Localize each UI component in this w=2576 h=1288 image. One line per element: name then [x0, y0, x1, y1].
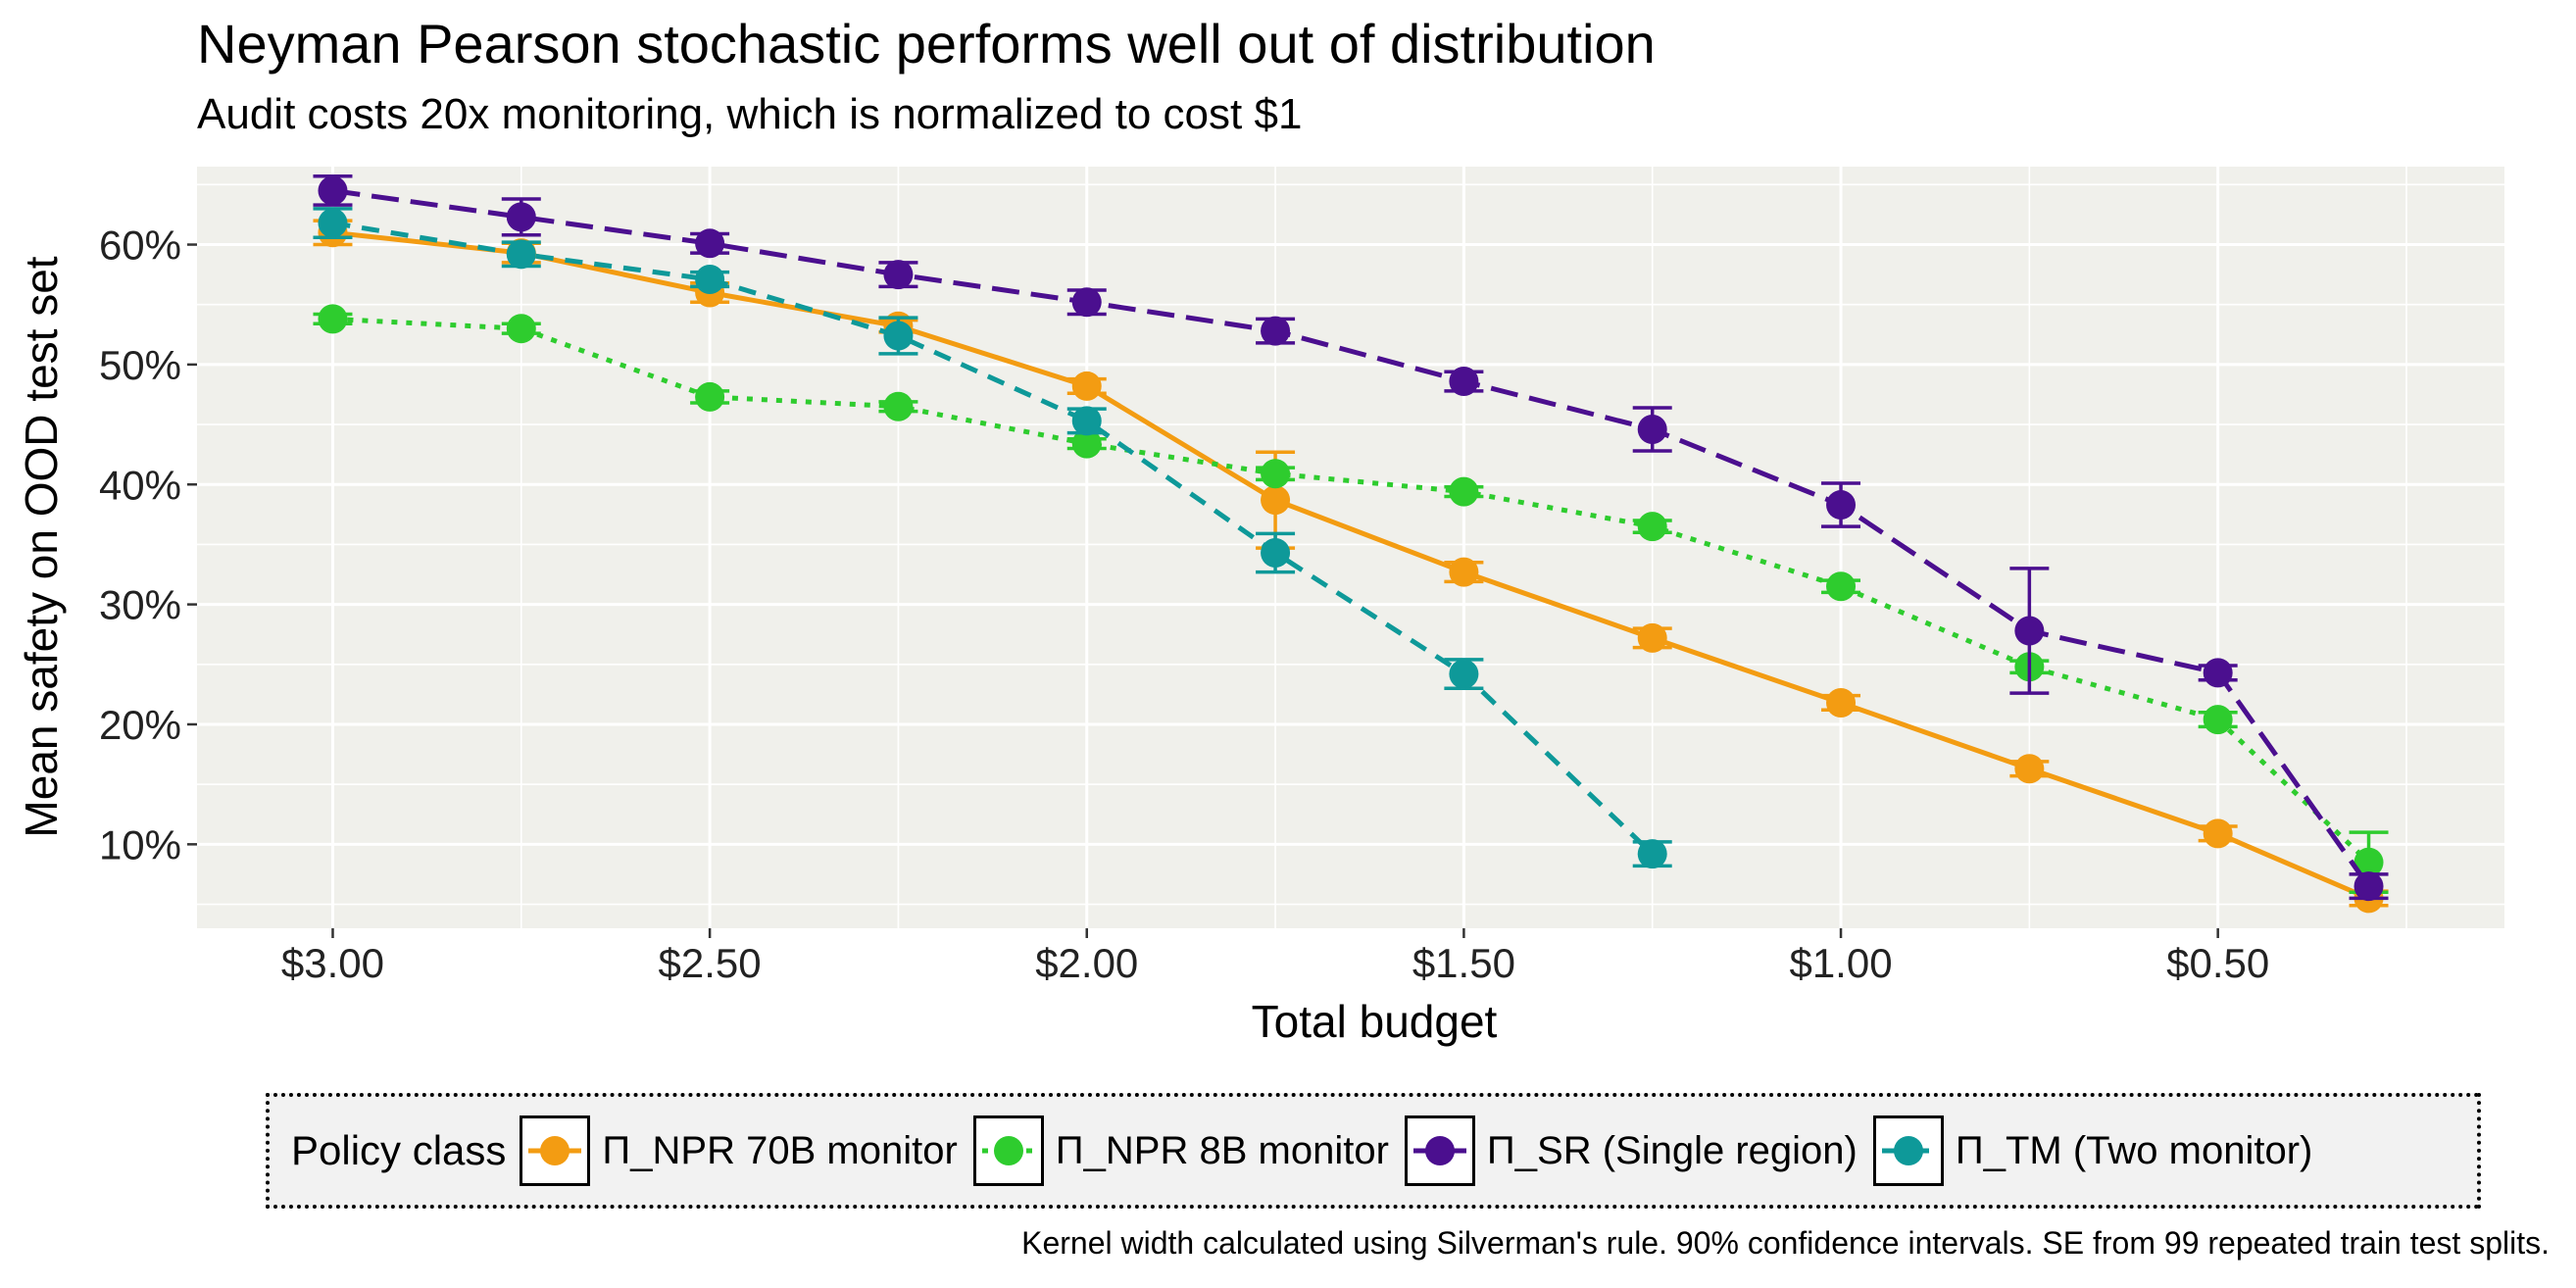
- y-axis-title: Mean safety on OOD test set: [16, 256, 67, 837]
- series-line: [332, 187, 2371, 888]
- data-point: [695, 381, 725, 412]
- data-point: [1261, 538, 1291, 569]
- legend-key-tm: [1872, 1115, 1944, 1186]
- legend-label-npr70b: Π_NPR 70B monitor: [602, 1128, 958, 1172]
- data-point: [1449, 557, 1479, 587]
- x-tick-label: $1.50: [1412, 940, 1515, 986]
- legend: Policy class Π_NPR 70B monitor Π_NPR 8B …: [266, 1093, 2481, 1209]
- data-point: [1826, 490, 1857, 520]
- data-point: [506, 202, 536, 232]
- data-point: [1261, 316, 1291, 346]
- legend-item-npr8b: Π_NPR 8B monitor: [972, 1115, 1389, 1186]
- data-point: [506, 314, 536, 344]
- legend-key-point: [540, 1136, 570, 1165]
- series-2: [313, 174, 2389, 902]
- data-point: [1826, 687, 1857, 718]
- y-tick-label: 20%: [99, 702, 181, 748]
- x-tick-label: $2.50: [659, 940, 762, 986]
- data-point: [883, 260, 914, 290]
- legend-key-npr70b: [520, 1115, 591, 1186]
- legend-key-sr: [1404, 1115, 1475, 1186]
- x-tick-label: $0.50: [2166, 940, 2269, 986]
- legend-key-point: [1893, 1136, 1923, 1165]
- x-tick-label: $3.00: [281, 940, 384, 986]
- data-point: [2203, 818, 2233, 849]
- data-point: [883, 391, 914, 421]
- y-tick-label: 50%: [99, 342, 181, 388]
- series-line: [332, 229, 2370, 901]
- data-point: [1637, 414, 1667, 444]
- data-point: [318, 175, 348, 206]
- x-tick-label: $1.00: [1789, 940, 1892, 986]
- data-point: [883, 321, 914, 351]
- data-point: [1637, 839, 1667, 869]
- data-point: [695, 228, 725, 259]
- y-tick-label: 40%: [99, 462, 181, 508]
- data-point: [318, 208, 348, 238]
- legend-label-sr: Π_SR (Single region): [1486, 1128, 1858, 1172]
- data-point: [1071, 428, 1102, 459]
- data-point: [1071, 406, 1102, 436]
- legend-key-npr8b: [972, 1115, 1044, 1186]
- data-point: [318, 304, 348, 334]
- data-point: [2203, 705, 2233, 735]
- legend-key-point: [1424, 1136, 1455, 1165]
- data-point: [1261, 485, 1291, 516]
- data-point: [1261, 459, 1291, 489]
- y-tick-label: 30%: [99, 582, 181, 628]
- x-axis-title: Total budget: [1252, 996, 1498, 1047]
- data-point: [2203, 658, 2233, 688]
- data-point: [1637, 512, 1667, 542]
- legend-item-npr70b: Π_NPR 70B monitor: [520, 1115, 958, 1186]
- data-point: [506, 239, 536, 270]
- data-point: [1071, 371, 1102, 401]
- legend-label-npr8b: Π_NPR 8B monitor: [1055, 1128, 1389, 1172]
- chart-caption: Kernel width calculated using Silverman'…: [1021, 1225, 2550, 1261]
- y-tick-label: 10%: [99, 821, 181, 867]
- series-1: [313, 304, 2389, 895]
- data-point: [1071, 287, 1102, 318]
- chart-title: Neyman Pearson stochastic performs well …: [197, 13, 1656, 74]
- data-point: [1826, 571, 1857, 602]
- legend-item-sr: Π_SR (Single region): [1404, 1115, 1858, 1186]
- legend-label-tm: Π_TM (Two monitor): [1955, 1128, 2313, 1172]
- data-point: [1449, 659, 1479, 689]
- series-line: [332, 316, 2371, 865]
- x-tick-label: $2.00: [1035, 940, 1138, 986]
- y-tick-label: 60%: [99, 223, 181, 269]
- series-3: [313, 207, 1672, 869]
- data-point: [2014, 616, 2045, 646]
- series-line: [332, 221, 1655, 856]
- chart-subtitle: Audit costs 20x monitoring, which is nor…: [197, 90, 1303, 138]
- data-point: [2353, 871, 2384, 902]
- data-point: [2353, 847, 2384, 877]
- data-point: [1637, 622, 1667, 653]
- legend-item-tm: Π_TM (Two monitor): [1872, 1115, 2313, 1186]
- legend-title: Policy class: [291, 1127, 507, 1173]
- data-point: [1449, 476, 1479, 507]
- data-point: [1449, 367, 1479, 397]
- legend-key-point: [993, 1136, 1023, 1165]
- data-point: [695, 265, 725, 295]
- data-point: [2014, 754, 2045, 784]
